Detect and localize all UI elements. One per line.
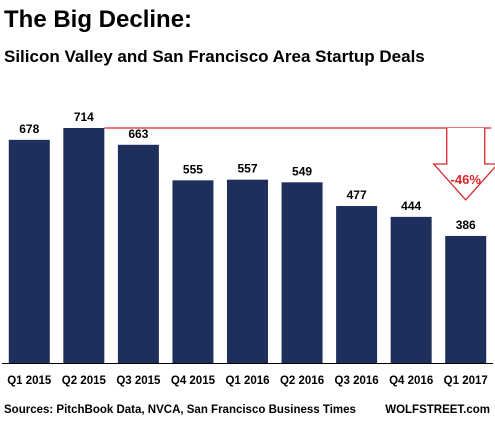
value-label-q3-2015: 663: [128, 127, 148, 141]
x-tick-label-q4-2015: Q4 2015: [171, 375, 216, 387]
chart-subtitle: Silicon Valley and San Francisco Area St…: [4, 47, 425, 66]
bar-q4-2016: [390, 216, 432, 363]
decline-arrow: [432, 128, 495, 201]
x-tick-label-q3-2015: Q3 2015: [116, 375, 161, 387]
value-label-q1-2015: 678: [19, 122, 39, 136]
value-label-q4-2016: 444: [401, 199, 421, 213]
value-label-q4-2015: 555: [183, 162, 203, 176]
source-note: Sources: PitchBook Data, NVCA, San Franc…: [4, 404, 356, 416]
x-tick-label-group: Q1 2015 Q2 2015 Q3 2015 Q4 2015 Q1 2016 Q2 20…: [7, 375, 488, 387]
value-label-q1-2017: 386: [456, 218, 476, 232]
value-label-q2-2016: 549: [292, 164, 312, 178]
x-tick-label-q1-2015: Q1 2015: [7, 375, 52, 387]
bar-q3-2016: [336, 206, 378, 363]
x-tick-label-q1-2017: Q1 2017: [444, 375, 488, 387]
value-label-group: 678 714 663 555 557 549 477 444 386: [19, 110, 476, 232]
x-tick-label-q2-2015: Q2 2015: [62, 375, 107, 387]
bar-q4-2015: [172, 180, 214, 363]
brand-label: WOLFSTREET.com: [385, 404, 490, 416]
x-tick-label-q1-2016: Q1 2016: [225, 375, 269, 387]
value-label-q2-2015: 714: [74, 110, 94, 124]
x-tick-label-q2-2016: Q2 2016: [280, 375, 324, 387]
x-tick-label-q4-2016: Q4 2016: [389, 375, 433, 387]
bar-q1-2016: [227, 179, 268, 363]
decline-annotation: -46%: [104, 127, 495, 201]
bar-group: [8, 128, 487, 363]
bar-q2-2015: [63, 128, 105, 363]
value-label-q1-2016: 557: [237, 162, 257, 176]
bar-q1-2015: [8, 139, 50, 363]
bar-q2-2016: [281, 182, 323, 363]
decline-percent: -46%: [451, 172, 482, 187]
value-label-q3-2016: 477: [347, 188, 367, 202]
x-tick-label-q3-2016: Q3 2016: [335, 375, 379, 387]
chart-title: The Big Decline:: [4, 6, 192, 33]
bar-q1-2017: [445, 235, 487, 363]
bar-q3-2015: [117, 144, 159, 363]
